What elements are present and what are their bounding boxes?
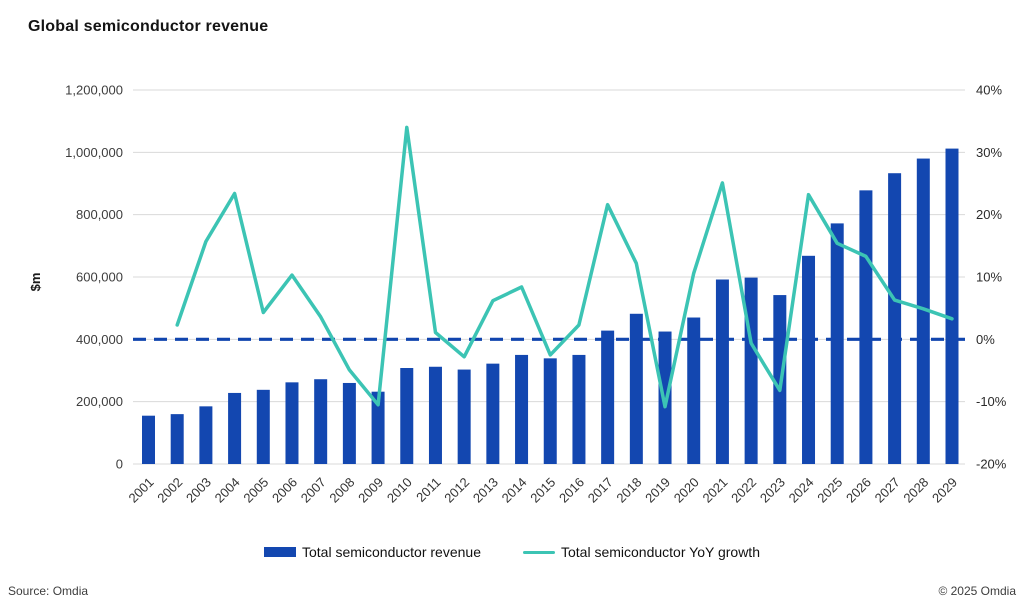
x-axis-label-2023: 2023 <box>757 475 788 506</box>
left-axis-tick-label: 800,000 <box>76 207 123 222</box>
revenue-bar-2011 <box>428 366 442 464</box>
right-axis-tick-label: 0% <box>976 332 995 347</box>
revenue-bar-2007 <box>314 379 328 464</box>
left-axis-title: $m <box>28 273 43 292</box>
x-axis-label-2001: 2001 <box>126 475 157 506</box>
copyright-note: © 2025 Omdia <box>938 584 1016 598</box>
x-axis-label-2011: 2011 <box>413 475 443 505</box>
x-axis-label-2012: 2012 <box>441 475 472 506</box>
x-axis-label-2022: 2022 <box>728 475 759 506</box>
x-axis-label-2016: 2016 <box>556 475 587 506</box>
revenue-bar-2017 <box>601 330 615 464</box>
revenue-bar-2004 <box>228 392 242 464</box>
x-axis-label-2008: 2008 <box>326 475 357 506</box>
revenue-bar-2020 <box>687 317 701 464</box>
source-note: Source: Omdia <box>8 584 89 598</box>
revenue-bar-2026 <box>859 190 873 464</box>
revenue-bar-2005 <box>256 389 270 464</box>
x-axis-label-2020: 2020 <box>671 475 702 506</box>
growth-line <box>175 125 954 409</box>
revenue-bar-2029 <box>945 148 959 465</box>
revenue-legend-swatch <box>264 547 296 557</box>
x-axis-label-2018: 2018 <box>613 475 644 506</box>
revenue-legend-label: Total semiconductor revenue <box>302 544 481 560</box>
x-axis-label-2002: 2002 <box>154 475 185 506</box>
x-axis-label-2010: 2010 <box>384 475 415 506</box>
revenue-bar-2019 <box>658 331 672 464</box>
revenue-bar-2018 <box>629 313 643 464</box>
left-axis-tick-label: 200,000 <box>76 394 123 409</box>
revenue-bar-2008 <box>342 382 356 464</box>
legend-item-revenue: Total semiconductor revenue <box>264 544 481 560</box>
x-axis-label-2006: 2006 <box>269 475 300 506</box>
revenue-bar-2025 <box>830 223 844 464</box>
x-axis-label-2019: 2019 <box>642 475 673 506</box>
x-axis-label-2021: 2021 <box>699 475 730 506</box>
x-axis-label-2004: 2004 <box>212 475 243 506</box>
right-axis-tick-label: -20% <box>976 457 1007 472</box>
revenue-bar-2010 <box>400 368 414 464</box>
revenue-bar-2006 <box>285 382 299 464</box>
x-axis-label-2029: 2029 <box>929 475 960 506</box>
x-axis-label-2007: 2007 <box>298 475 329 506</box>
revenue-bar-2022 <box>744 277 758 464</box>
revenue-bar-2027 <box>888 173 902 464</box>
right-axis-tick-label: 10% <box>976 270 1002 285</box>
left-axis-tick-label: 600,000 <box>76 270 123 285</box>
x-axis-label-2026: 2026 <box>843 475 874 506</box>
x-axis-label-2024: 2024 <box>786 475 817 506</box>
x-axis-label-2017: 2017 <box>585 475 616 506</box>
revenue-bar-2021 <box>715 279 729 464</box>
revenue-bar-2028 <box>916 158 930 465</box>
chart-title: Global semiconductor revenue <box>28 18 269 35</box>
growth-legend-label: Total semiconductor YoY growth <box>561 544 760 560</box>
revenue-bar-2012 <box>457 369 471 464</box>
x-axis-label-2015: 2015 <box>527 475 558 506</box>
revenue-bar-2013 <box>486 363 500 464</box>
revenue-bar-2015 <box>543 358 557 464</box>
x-axis-label-2013: 2013 <box>470 475 501 506</box>
revenue-bar-2014 <box>515 354 529 464</box>
revenue-bar-2002 <box>170 414 184 464</box>
revenue-bar-2003 <box>199 406 213 464</box>
revenue-bar-2009 <box>371 391 385 464</box>
x-axis-label-2028: 2028 <box>900 475 931 506</box>
chart-legend: Total semiconductor revenue Total semico… <box>0 544 1024 560</box>
right-axis-tick-label: 20% <box>976 207 1002 222</box>
x-axis-label-2005: 2005 <box>240 475 271 506</box>
left-axis-tick-label: 1,200,000 <box>65 83 123 98</box>
left-axis-tick-label: 1,000,000 <box>65 145 123 160</box>
x-axis-label-2003: 2003 <box>183 475 214 506</box>
right-axis-tick-label: 40% <box>976 83 1002 98</box>
legend-item-growth: Total semiconductor YoY growth <box>523 544 760 560</box>
revenue-bar-2024 <box>802 255 816 464</box>
right-axis-tick-label: 30% <box>976 145 1002 160</box>
revenue-bar-2016 <box>572 354 586 464</box>
right-axis-tick-label: -10% <box>976 394 1007 409</box>
x-axis-label-2014: 2014 <box>499 475 530 506</box>
x-axis-label-2027: 2027 <box>872 475 903 506</box>
x-axis-label-2009: 2009 <box>355 475 386 506</box>
left-axis-tick-label: 0 <box>116 457 123 472</box>
left-axis-tick-label: 400,000 <box>76 332 123 347</box>
revenue-bar-2001 <box>142 415 155 464</box>
growth-legend-swatch <box>523 550 555 554</box>
x-axis-label-2025: 2025 <box>814 475 845 506</box>
